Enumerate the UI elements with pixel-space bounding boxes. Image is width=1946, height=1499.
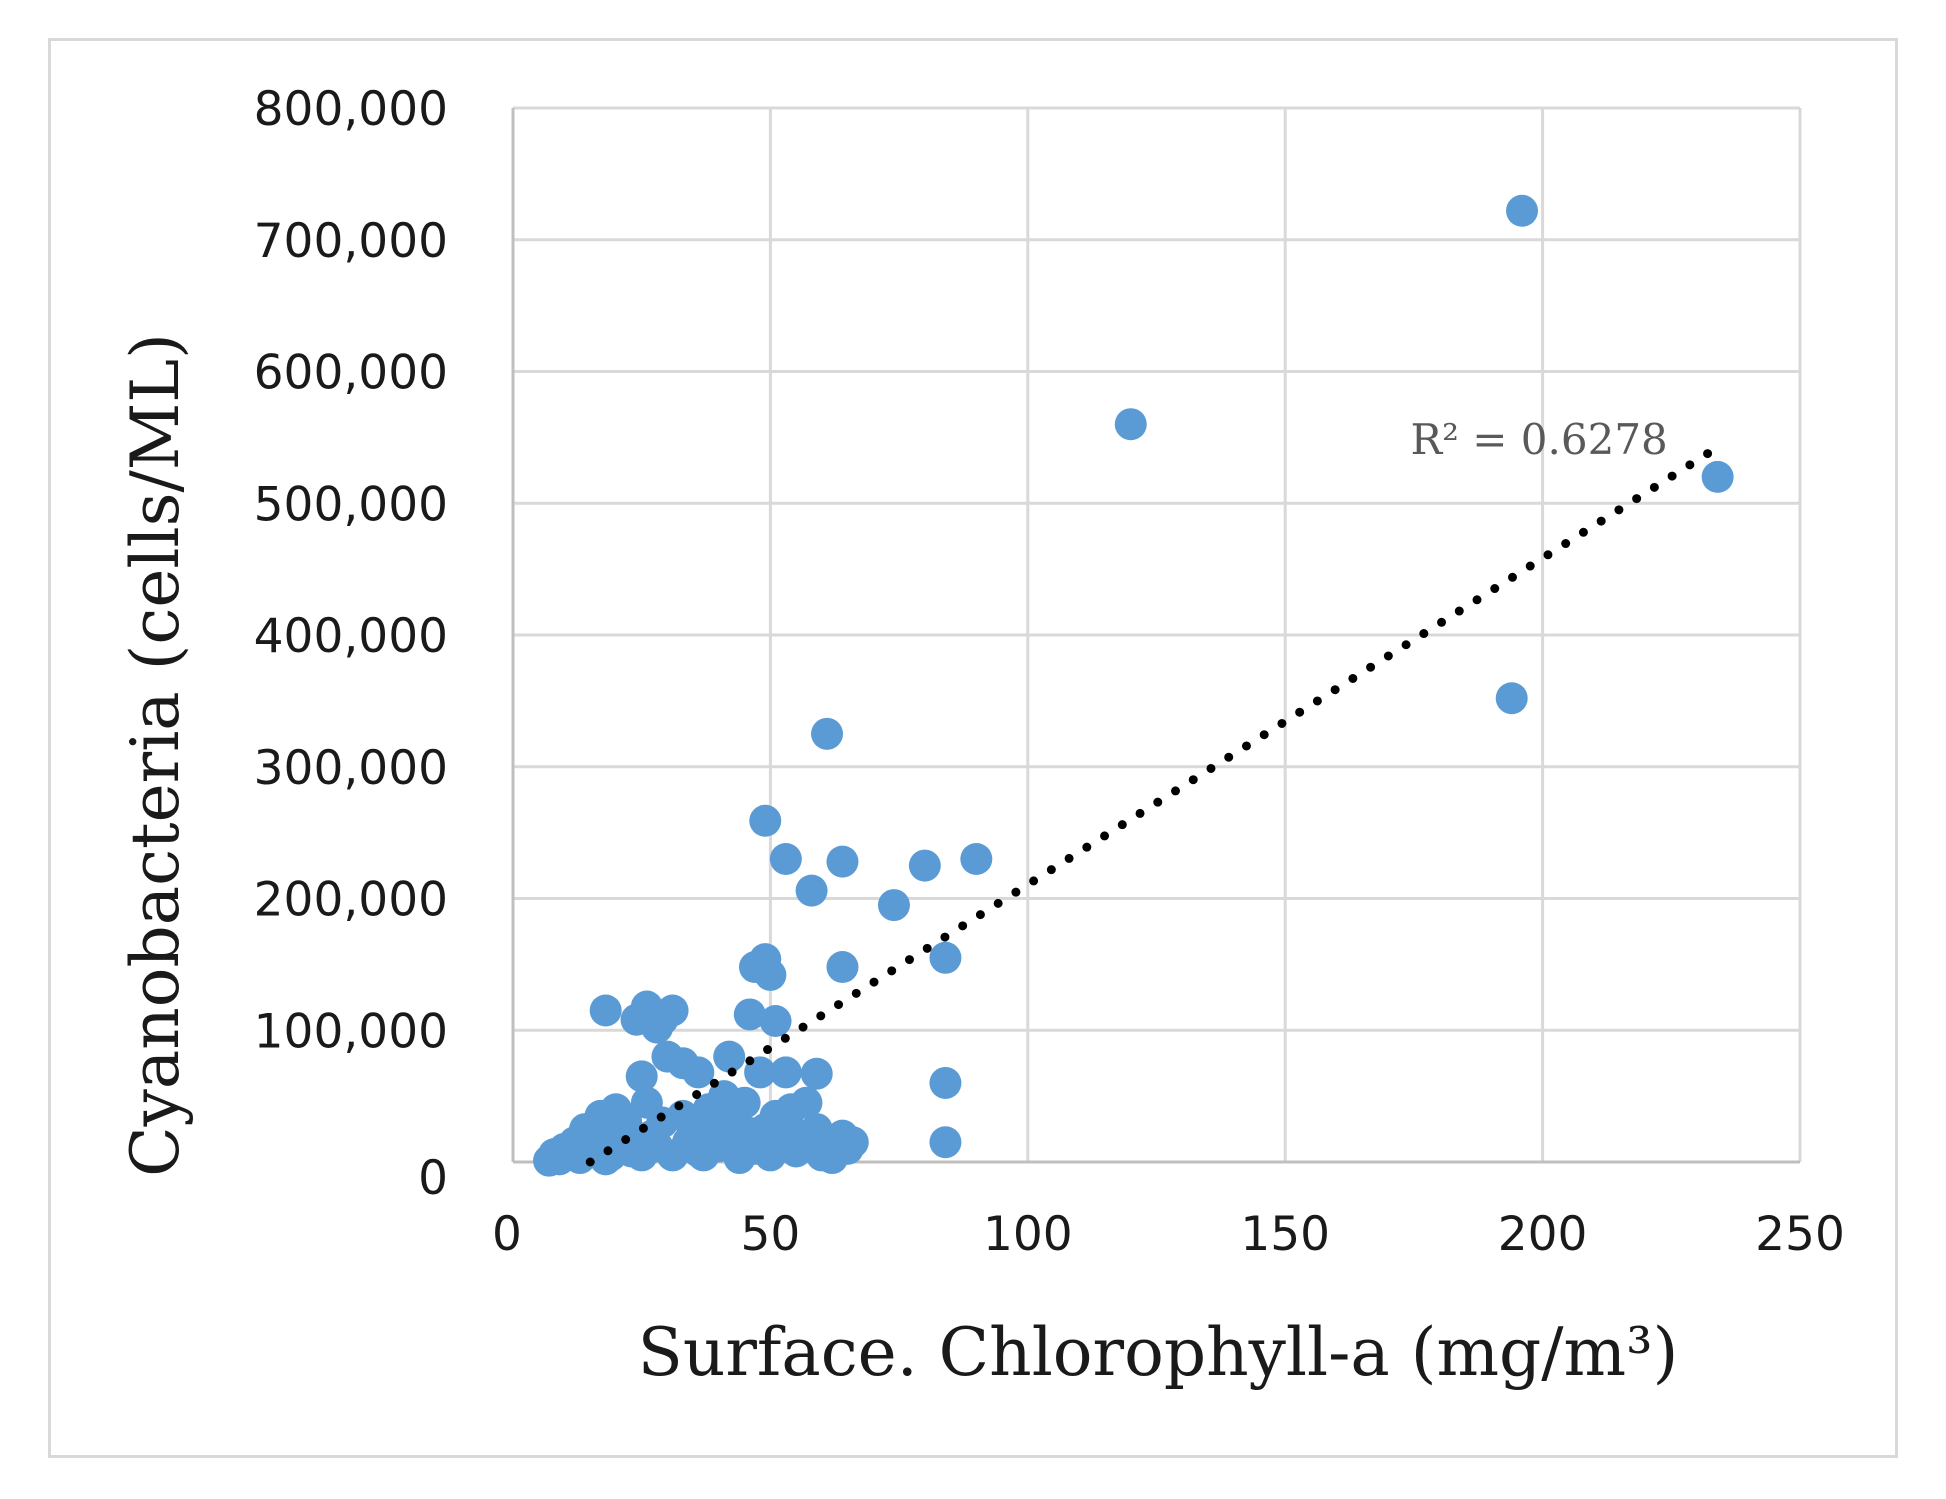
data-point xyxy=(666,1099,699,1132)
data-point xyxy=(929,941,962,974)
data-point xyxy=(836,1126,869,1159)
data-point xyxy=(960,842,993,875)
data-point xyxy=(713,1119,746,1152)
y-tick-label: 600,000 xyxy=(254,346,448,401)
y-tick-label: 500,000 xyxy=(254,477,448,532)
x-tick-label: 0 xyxy=(492,1207,522,1262)
y-tick-label: 300,000 xyxy=(254,741,448,796)
data-point xyxy=(548,1132,581,1165)
data-point xyxy=(589,1143,622,1176)
grid-lines xyxy=(513,106,1802,1162)
data-point xyxy=(800,1057,833,1090)
data-point xyxy=(1506,194,1539,227)
figure-frame xyxy=(48,38,1898,1458)
x-tick-label: 250 xyxy=(1755,1207,1845,1262)
data-point xyxy=(800,1113,833,1146)
y-tick-label: 700,000 xyxy=(254,214,448,269)
trendline-group xyxy=(585,439,1728,1167)
data-points xyxy=(533,194,1734,1177)
data-point xyxy=(682,1056,715,1089)
y-tick-label: 200,000 xyxy=(254,873,448,928)
data-point xyxy=(929,1066,962,1099)
y-tick-label: 400,000 xyxy=(254,609,448,664)
data-point xyxy=(1701,460,1734,493)
data-point xyxy=(733,998,766,1031)
data-point xyxy=(826,845,859,878)
data-point xyxy=(929,1126,962,1159)
data-point xyxy=(574,1119,607,1152)
y-axis-title: Cyanobacteria (cells/ML) xyxy=(117,333,194,1177)
data-point xyxy=(769,842,802,875)
data-point xyxy=(1495,682,1528,715)
data-point xyxy=(646,1003,679,1036)
x-tick-label: 100 xyxy=(983,1207,1073,1262)
data-point xyxy=(759,1099,792,1132)
data-point xyxy=(589,994,622,1027)
y-tick-label: 800,000 xyxy=(254,82,448,137)
data-point xyxy=(625,1060,658,1093)
data-point xyxy=(811,717,844,750)
data-point xyxy=(877,889,910,922)
trendline xyxy=(585,439,1728,1167)
x-tick-label: 50 xyxy=(740,1207,800,1262)
data-point xyxy=(749,804,782,837)
data-point xyxy=(826,951,859,984)
data-point xyxy=(754,958,787,991)
tick-labels: 0 100,000 200,000 300,000 400,000 500,000 600,… xyxy=(254,82,1845,1262)
data-point xyxy=(769,1056,802,1089)
data-point xyxy=(682,1135,715,1168)
y-tick-label: 0 xyxy=(418,1151,448,1206)
data-point xyxy=(1114,408,1147,441)
y-tick-label: 100,000 xyxy=(254,1004,448,1059)
x-tick-label: 200 xyxy=(1498,1207,1588,1262)
r-squared-label: R² = 0.6278 xyxy=(1410,415,1667,464)
data-point xyxy=(615,1135,648,1168)
data-point xyxy=(908,849,941,882)
x-tick-label: 150 xyxy=(1240,1207,1330,1262)
data-point xyxy=(795,874,828,907)
data-point xyxy=(759,1005,792,1038)
x-axis-title: Surface. Chlorophyll-a (mg/m³) xyxy=(638,1314,1679,1391)
data-point xyxy=(713,1040,746,1073)
